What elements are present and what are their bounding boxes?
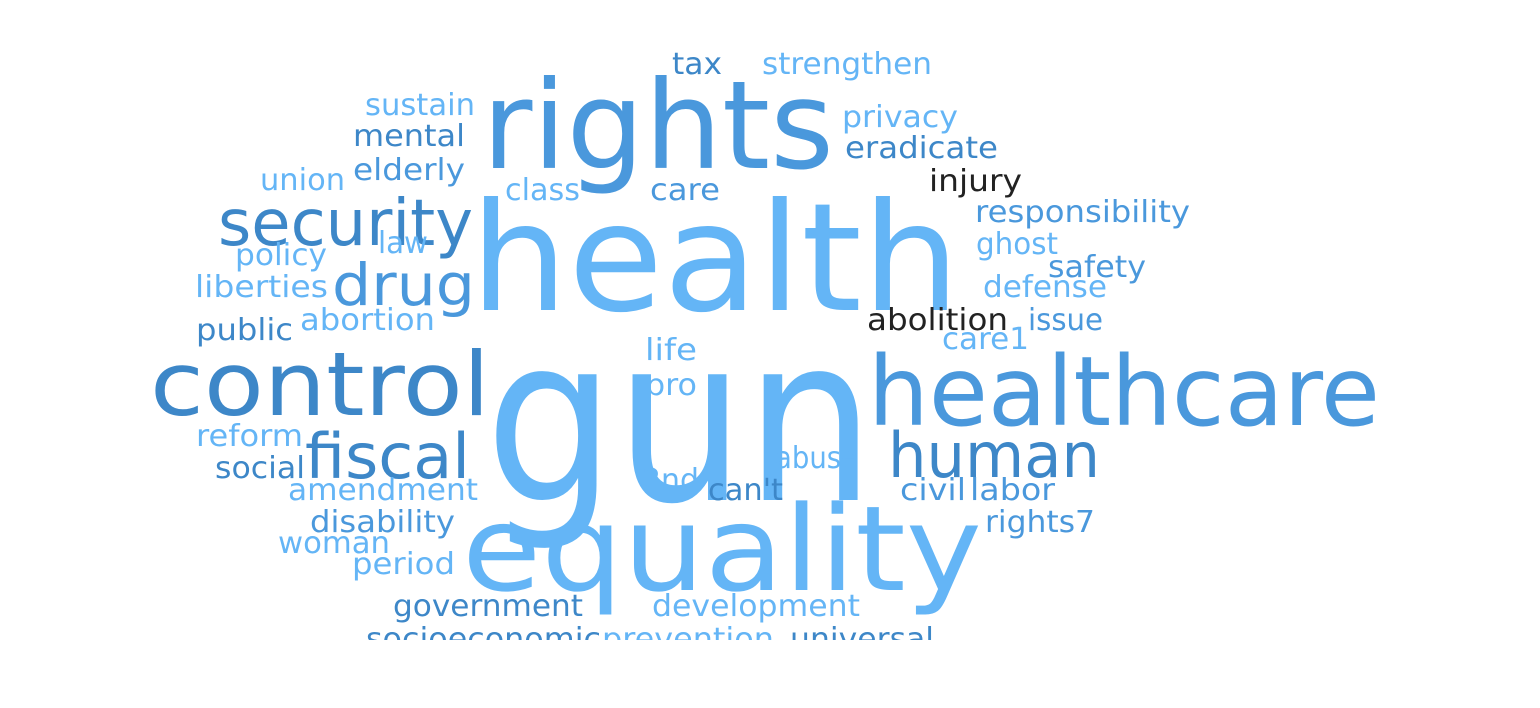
word-eradicate: eradicate <box>845 131 998 166</box>
word-law: law <box>378 226 428 261</box>
word-mental: mental <box>353 119 465 154</box>
word-public: public <box>196 313 293 348</box>
word-union: union <box>260 163 345 198</box>
word-defense: defense <box>983 270 1107 305</box>
word-ghost: ghost <box>976 227 1058 262</box>
word-period: period <box>352 547 455 582</box>
word-abolition: abolition <box>867 303 1008 338</box>
word-policy: policy <box>235 238 327 273</box>
word-abuse: abuse <box>775 441 858 476</box>
word-issue: issue <box>1028 303 1103 338</box>
word-prevention: prevention <box>602 622 774 657</box>
word-care1: care1 <box>942 322 1029 357</box>
word-disability: disability <box>310 505 455 540</box>
word-can-t: can't <box>708 473 783 508</box>
word-health: health <box>470 172 960 346</box>
word-amendment: amendment <box>288 473 478 508</box>
word-liberties: liberties <box>195 270 328 305</box>
word-human: human <box>888 419 1100 492</box>
word-woman: woman <box>278 526 390 561</box>
word-development: development <box>652 589 860 624</box>
word-class: class <box>505 173 580 208</box>
word-reform: reform <box>196 419 303 454</box>
word-2nd: 2nd <box>642 463 699 498</box>
word-abortion: abortion <box>300 303 435 338</box>
word-rights: rights <box>482 55 834 197</box>
word-equality: equality <box>462 480 982 618</box>
word-government: government <box>393 589 583 624</box>
word-healthcare: healthcare <box>868 336 1380 448</box>
word-responsibility: responsibility <box>975 195 1190 230</box>
word-privacy: privacy <box>842 100 958 135</box>
word-fiscal: fiscal <box>305 420 470 493</box>
word-care: care <box>650 173 720 208</box>
word-social: social <box>215 451 305 486</box>
word-life: life <box>645 333 697 368</box>
word-strengthen: strengthen <box>762 47 932 82</box>
word-tax: tax <box>672 47 722 82</box>
word-security: security <box>218 187 473 261</box>
word-safety: safety <box>1048 250 1146 285</box>
word-rights7: rights7 <box>985 505 1095 540</box>
word-control: control <box>150 333 490 436</box>
word-sustain: sustain <box>365 88 475 123</box>
word-elderly: elderly <box>353 153 465 188</box>
word-labor: labor <box>970 473 1056 508</box>
word-socioeconomic: socioeconomic <box>366 622 601 657</box>
word-pro: pro <box>645 368 697 403</box>
word-universal: universal <box>790 622 934 657</box>
word-civil: civil <box>900 473 966 508</box>
word-drug: drug <box>332 251 475 319</box>
word-gun: gun <box>485 288 875 555</box>
word-injury: injury <box>929 164 1022 199</box>
